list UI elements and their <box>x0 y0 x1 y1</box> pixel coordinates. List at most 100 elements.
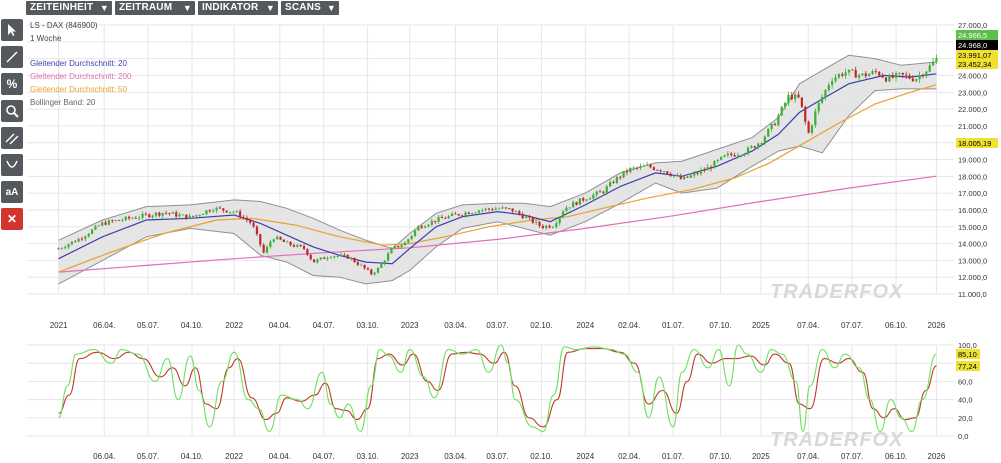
delete-icon: ✕ <box>6 212 18 226</box>
candle <box>316 258 319 264</box>
time-axis: 2021 06.04. 05.07. 04.10. 2022 04.04. 04.07. 03… <box>50 321 946 330</box>
time-tick-label: 07.10. <box>709 321 731 330</box>
time-tick-label: 02.10. <box>530 321 552 330</box>
scans-dropdown[interactable]: SCANS ▼ <box>281 1 339 15</box>
candle <box>430 218 433 228</box>
price-badge: 18.005,19 <box>956 138 998 148</box>
candle <box>646 161 649 167</box>
candle <box>424 224 427 229</box>
cursor-tool-button[interactable] <box>1 19 23 41</box>
candle <box>454 211 457 215</box>
candle <box>619 175 622 181</box>
oscillator-tick-label: 20,0 <box>958 414 973 423</box>
line-draw-icon <box>6 51 18 63</box>
candle <box>629 167 632 174</box>
interval-label: 1 Woche <box>30 34 62 43</box>
candle <box>662 170 666 174</box>
candle <box>131 216 134 220</box>
candle <box>417 224 420 231</box>
candle <box>504 207 507 210</box>
candle <box>336 255 339 258</box>
candle <box>696 170 699 176</box>
candle <box>339 252 343 257</box>
line-tool-button[interactable] <box>1 46 23 68</box>
candle <box>736 152 740 159</box>
price-tick-label: 16.000,0 <box>958 206 987 215</box>
candle <box>639 163 642 171</box>
candle <box>733 152 736 157</box>
candle <box>521 212 524 220</box>
price-tick-label: 27.000,0 <box>958 21 987 30</box>
candle <box>672 175 676 178</box>
candle <box>683 174 686 180</box>
svg-text:24.966,5: 24.966,5 <box>958 31 987 40</box>
candle <box>121 218 124 223</box>
candle <box>498 207 501 210</box>
candle <box>666 171 669 175</box>
legend-ma50: Gleitender Durchschnitt: 50 <box>30 85 127 94</box>
candle <box>935 54 938 65</box>
candle <box>181 214 185 216</box>
candle <box>582 196 585 203</box>
oscillator-time-label: 02.04. <box>618 452 640 461</box>
candle <box>302 244 306 251</box>
candle <box>615 175 618 185</box>
candle <box>686 176 689 178</box>
chart-legend: LS - DAX (846900) 1 Woche Gleitender Dur… <box>30 21 132 107</box>
price-badge: 24.966,5 <box>956 30 998 40</box>
parallel-lines-tool-button[interactable] <box>1 127 23 149</box>
zeiteinheit-dropdown[interactable]: ZEITEINHEIT ▼ <box>26 1 112 15</box>
percent-tool-button[interactable]: % <box>1 73 23 95</box>
candle <box>588 197 592 200</box>
arc-tool-button[interactable] <box>1 154 23 176</box>
candle <box>461 214 464 217</box>
candle <box>804 105 807 125</box>
candle <box>814 108 817 128</box>
candle <box>134 216 137 219</box>
candle <box>212 208 215 213</box>
candle <box>598 189 602 193</box>
candle <box>299 244 302 247</box>
candle <box>508 207 511 210</box>
candle <box>565 205 568 212</box>
candle <box>457 213 460 217</box>
candle <box>471 212 474 215</box>
delete-drawings-button[interactable]: ✕ <box>1 208 23 230</box>
candle <box>90 228 94 235</box>
candle <box>117 219 121 221</box>
candle <box>144 212 148 216</box>
zoom-tool-button[interactable] <box>1 100 23 122</box>
candle <box>491 207 494 212</box>
oscillator-tick-label: 100,0 <box>958 341 977 350</box>
time-tick-label: 2022 <box>225 321 243 330</box>
svg-text:23.991,07: 23.991,07 <box>958 51 991 60</box>
candle <box>380 262 383 269</box>
candle <box>276 235 279 240</box>
price-tick-label: 22.000,0 <box>958 105 987 114</box>
candle <box>198 214 201 218</box>
oscillator-time-label: 03.07. <box>486 452 508 461</box>
cursor-icon <box>8 24 16 36</box>
candle <box>868 72 871 77</box>
text-size-tool-button[interactable]: aA <box>1 181 23 203</box>
bollinger-band <box>58 54 937 285</box>
indikator-dropdown[interactable]: INDIKATOR ▼ <box>198 1 278 15</box>
oscillator-time-label: 2023 <box>401 452 419 461</box>
candle <box>797 91 800 99</box>
oscillator-time-label: 07.10. <box>709 452 731 461</box>
candle <box>191 215 195 218</box>
candle <box>753 145 756 149</box>
candle <box>249 219 252 225</box>
candle <box>208 209 211 213</box>
candle <box>450 212 454 217</box>
candle <box>366 267 370 271</box>
zeitraum-dropdown[interactable]: ZEITRAUM ▼ <box>115 1 195 15</box>
candle <box>901 72 904 79</box>
candle <box>427 224 430 228</box>
candle <box>94 224 97 231</box>
svg-text:85,10: 85,10 <box>958 350 977 359</box>
oscillator-time-label: 03.10. <box>356 452 378 461</box>
candle <box>225 210 228 213</box>
candle <box>70 241 74 246</box>
